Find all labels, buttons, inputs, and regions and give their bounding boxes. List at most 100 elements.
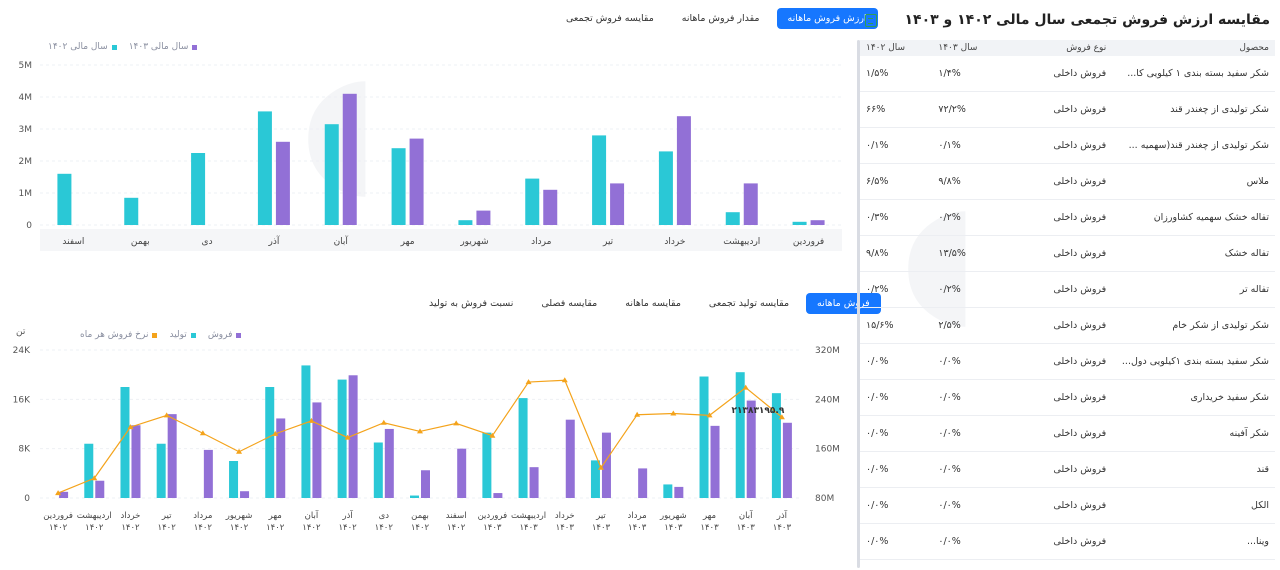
point-monthly-rate <box>236 448 243 454</box>
table-row[interactable]: شکر تولیدی از چغندر قند(سهمیه ... فروش دا… <box>860 127 1275 164</box>
cell-product: شکر آفینه <box>1112 415 1275 452</box>
bar-production <box>518 398 528 498</box>
bar-1402 <box>124 197 139 225</box>
x-tick-label-year: ۱۴۰۲ <box>121 523 140 533</box>
bar-sales <box>601 432 611 498</box>
table-row[interactable]: شکر تولیدی از شکر خام فروش داخلی ۲/۵% ۱۵/۶% <box>860 307 1275 344</box>
cell-product: شکر تولیدی از چغندر قند <box>1112 91 1275 128</box>
x-tick-label-month: فروردین <box>43 511 73 521</box>
table-row[interactable]: شکر تولیدی از چغندر قند فروش داخلی ۷۲/۲% ۶۶… <box>860 91 1275 128</box>
header-year-1403[interactable]: سال ۱۴۰۳ <box>932 40 1005 56</box>
bar-production <box>120 387 130 498</box>
table-row[interactable]: وینا... فروش داخلی ۰/۰% ۰/۰% <box>860 523 1275 560</box>
bar-production <box>301 365 311 498</box>
cell-share-1403: ۰/۲% <box>932 199 1005 236</box>
table-scrollbar[interactable] <box>857 40 860 568</box>
bar-1402 <box>391 148 406 225</box>
tab-cumulative-production[interactable]: مقایسه تولید تجمعی <box>697 293 801 314</box>
x-tick-label-month: مهر <box>268 511 282 521</box>
y-tick-label: 1M <box>19 189 33 199</box>
bar-1403 <box>610 183 625 225</box>
y-right-tick-label: 240M <box>815 395 840 405</box>
table-row[interactable]: شکر سفید خریداری فروش داخلی ۰/۰% ۰/۰% <box>860 379 1275 416</box>
x-tick-label: اسفند <box>62 237 84 247</box>
bar-production <box>265 387 275 498</box>
bar-1402 <box>658 151 673 225</box>
x-tick-label: مهر <box>400 237 415 247</box>
cell-share-1402: ۰/۰% <box>860 415 933 452</box>
x-tick-label-year: ۱۴۰۳ <box>592 523 611 533</box>
cell-product: الکل <box>1112 487 1275 524</box>
tab-monthly-sales-value[interactable]: ارزش فروش ماهانه <box>776 8 878 29</box>
table-row[interactable]: تفاله خشک سهمیه کشاورزان فروش داخلی ۰/۲% ۰/… <box>860 199 1275 236</box>
header-year-1402[interactable]: سال ۱۴۰۲ <box>860 40 933 56</box>
table-row[interactable]: شکر سفید بسته بندی ۱کیلویی دول... فروش دا… <box>860 343 1275 380</box>
cell-share-1403: ۷۲/۲% <box>932 91 1005 128</box>
legend-item-monthly-rate[interactable]: نرخ فروش هر ماه <box>80 330 158 340</box>
x-axis-band <box>40 229 842 251</box>
tab-seasonal-comparison[interactable]: مقایسه فصلی <box>530 293 609 314</box>
bar-1402 <box>725 212 740 225</box>
bar-sales <box>638 468 648 498</box>
point-monthly-rate <box>344 434 351 440</box>
point-monthly-rate <box>742 384 749 390</box>
x-tick-label-year: ۱۴۰۲ <box>49 523 68 533</box>
cell-sale-type: فروش داخلی <box>1004 523 1113 560</box>
bar-1403 <box>676 116 691 225</box>
bottom-chart-tabs: فروش ماهانه مقایسه تولید تجمعی مقایسه ما… <box>418 293 881 314</box>
cell-product: شکر تولیدی از شکر خام <box>1112 307 1275 344</box>
x-tick-label-month: تیر <box>595 511 606 521</box>
table-row[interactable]: قند فروش داخلی ۰/۰% ۰/۰% <box>860 451 1275 488</box>
x-tick-label-month: آبان <box>305 509 319 521</box>
table-row[interactable]: ملاس فروش داخلی ۹/۸% ۶/۵% <box>860 163 1275 200</box>
x-tick-label: فروردین <box>793 237 824 247</box>
bar-production <box>156 443 166 498</box>
table-row[interactable]: تفاله تر فروش داخلی ۰/۲% ۰/۲% <box>860 271 1275 308</box>
bar-1402 <box>458 220 473 225</box>
y-tick-label: 4M <box>19 93 33 103</box>
header-sale-type[interactable]: نوع فروش <box>1004 40 1113 56</box>
table-title: مقایسه ارزش فروش تجمعی سال مالی ۱۴۰۲ و ۱… <box>904 12 1270 28</box>
y-tick-label: 3M <box>19 125 33 135</box>
cell-sale-type: فروش داخلی <box>1004 235 1113 272</box>
x-tick-label-year: ۱۴۰۳ <box>628 523 647 533</box>
x-tick-label-year: ۱۴۰۲ <box>338 523 357 533</box>
bar-production <box>482 432 492 498</box>
point-monthly-rate <box>670 410 677 416</box>
x-tick-label: آبان <box>334 235 349 247</box>
y-tick-label: 5M <box>19 61 33 71</box>
bar-sales <box>746 400 756 498</box>
cell-share-1403: ۱۳/۵% <box>932 235 1005 272</box>
table-row[interactable]: الکل فروش داخلی ۰/۰% ۰/۰% <box>860 487 1275 524</box>
cell-share-1403: ۲/۵% <box>932 307 1005 344</box>
y-tick-label: 0 <box>26 221 32 231</box>
bar-production <box>771 393 781 498</box>
table-row[interactable]: تفاله خشک فروش داخلی ۱۳/۵% ۹/۸% <box>860 235 1275 272</box>
x-tick-label-month: مرداد <box>628 511 647 521</box>
legend-item-production[interactable]: تولید <box>169 330 196 340</box>
excel-export-icon[interactable] <box>865 14 877 27</box>
cell-share-1403: ۰/۲% <box>932 271 1005 308</box>
bar-production <box>590 460 600 498</box>
point-monthly-rate <box>561 377 568 383</box>
header-product[interactable]: محصول <box>1112 40 1275 56</box>
tab-monthly-comparison[interactable]: مقایسه ماهانه <box>614 293 692 314</box>
bar-sales <box>493 493 503 498</box>
cell-share-1402: ۰/۳% <box>860 199 933 236</box>
legend-item-sales[interactable]: فروش <box>208 330 242 340</box>
cell-share-1402: ۹/۸% <box>860 235 933 272</box>
table-row[interactable]: شکر سفید بسته بندی ۱ کیلویی کا... فروش دا… <box>860 56 1275 92</box>
cell-sale-type: فروش داخلی <box>1004 271 1113 308</box>
legend-item-1402[interactable]: سال مالی ۱۴۰۲ <box>48 42 117 52</box>
bar-1402 <box>592 135 607 225</box>
cell-product: ملاس <box>1112 163 1275 200</box>
cell-product: شکر سفید خریداری <box>1112 379 1275 416</box>
x-tick-label-month: اسفند <box>446 511 467 521</box>
tab-monthly-sales-quantity[interactable]: مقدار فروش ماهانه <box>670 8 771 29</box>
bar-1402 <box>525 178 540 225</box>
tab-sales-to-production-ratio[interactable]: نسبت فروش به تولید <box>418 293 525 314</box>
cell-share-1402: ۶/۵% <box>860 163 933 200</box>
table-row[interactable]: شکر آفینه فروش داخلی ۰/۰% ۰/۰% <box>860 415 1275 452</box>
tab-cumulative-sales-comparison[interactable]: مقایسه فروش تجمعی <box>555 8 665 29</box>
legend-item-1403[interactable]: سال مالی ۱۴۰۳ <box>129 42 198 52</box>
